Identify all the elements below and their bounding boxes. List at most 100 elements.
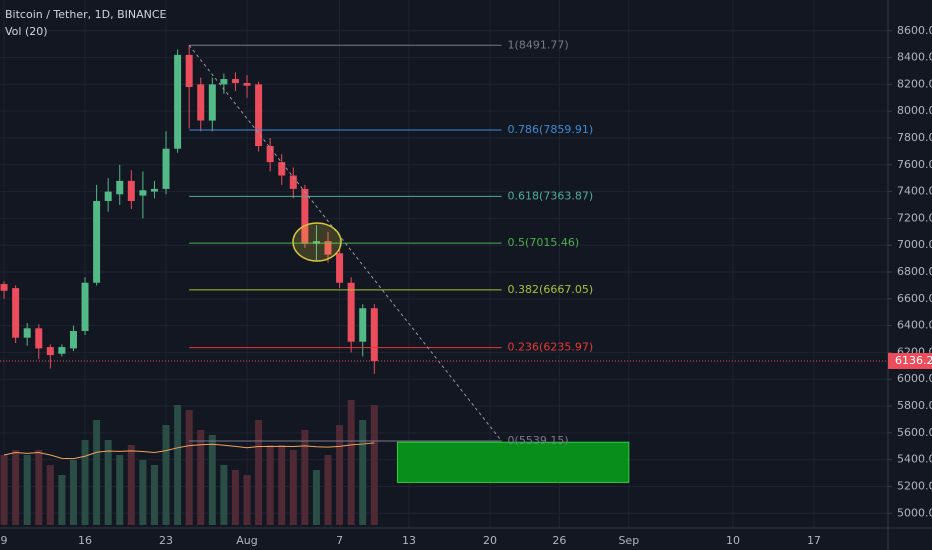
volume-bar [58,475,66,525]
candle-body [347,282,355,342]
volume-bar [139,460,147,525]
volume-legend: Vol (20) [5,25,48,38]
fib-trendline [188,44,502,442]
candle-body [197,84,205,121]
fib-label: 0.786(7859.91) [508,123,594,136]
candle-body [336,253,344,283]
candle-body [35,328,43,349]
x-tick-label: 10 [726,534,740,547]
volume-bar [46,465,54,525]
candle-body [278,162,286,176]
chart-title: Bitcoin / Tether, 1D, BINANCE [5,8,167,21]
volume-bar [127,445,135,525]
volume-bar [359,420,367,525]
y-tick-label: 6400.00 [897,319,932,332]
y-tick-label: 5600.00 [897,426,932,439]
volume-bar [370,405,378,525]
x-tick-label: 9 [1,534,8,547]
fib-label: 1(8491.77) [508,38,569,51]
y-tick-label: 8000.00 [897,104,932,117]
volume-bar [231,470,239,525]
y-tick-label: 8400.00 [897,51,932,64]
candle-body [301,188,309,244]
last-price-badge [888,352,932,369]
volume-bar [93,420,101,525]
candle-body [208,84,216,121]
candle-body [370,308,378,361]
candle-body [58,347,66,354]
x-tick-label: 13 [402,534,416,547]
y-tick-label: 5000.00 [897,506,932,519]
candle-body [139,190,147,196]
volume-bar [69,460,77,525]
fib-label: 0(5539.15) [508,434,569,447]
y-tick-label: 5800.00 [897,399,932,412]
volume-ma [3,442,375,460]
candle-body [162,148,170,189]
volume-bar [104,440,112,525]
candle-body [81,282,89,331]
volume-bar [289,450,297,525]
candle-body [289,175,297,189]
x-tick-label: 17 [807,534,821,547]
y-tick-label: 7800.00 [897,131,932,144]
y-tick-label: 7000.00 [897,238,932,251]
volume-bar [208,435,216,525]
volume-bar [243,475,251,525]
candle-body [174,54,182,149]
volume-bar [162,425,170,525]
volume-bar [255,420,263,525]
volume-bar [336,425,344,525]
x-tick-label: Aug [236,534,257,547]
volume-bar [23,455,31,525]
candle-body [46,347,54,356]
volume-bar [116,455,124,525]
target-zone [396,441,630,483]
candle-body [93,200,101,283]
candle-body [255,84,263,147]
candle-body [359,308,367,342]
fib-label: 0.5(7015.46) [508,236,580,249]
volume-bar [278,445,286,525]
candle-body [231,79,239,84]
volume-bar [185,410,193,525]
candle-body [243,83,251,86]
candle-body [69,330,77,349]
last-price-label: 6136.29 [895,354,932,367]
x-tick-label: 7 [336,534,343,547]
fib-label: 0.236(6235.97) [508,341,594,354]
x-tick-label: 23 [159,534,173,547]
candle-body [312,241,320,244]
y-tick-label: 7600.00 [897,158,932,171]
y-tick-label: 6000.00 [897,372,932,385]
y-tick-label: 7400.00 [897,185,932,198]
candle-body [266,146,274,163]
candle-body [116,180,124,195]
highlight-ellipse [292,222,342,262]
candle-body [150,188,158,192]
volume-bar [81,440,89,525]
fib-label: 0.382(6667.05) [508,283,594,296]
volume-bar [266,445,274,525]
y-tick-label: 5200.00 [897,479,932,492]
candle-body [127,180,135,201]
volume-bar [312,470,320,525]
x-tick-label: 16 [78,534,92,547]
candle-body [324,241,332,255]
y-tick-label: 5400.00 [897,453,932,466]
candle-body [220,79,228,85]
y-tick-label: 6600.00 [897,292,932,305]
volume-bar [35,450,43,525]
volume-bar [347,400,355,525]
volume-bar [150,465,158,525]
x-tick-label: 20 [483,534,497,547]
y-tick-label: 6800.00 [897,265,932,278]
candle-body [104,191,112,201]
volume-bar [12,450,20,525]
volume-bar [174,405,182,525]
volume-bar [220,465,228,525]
x-tick-label: 26 [552,534,566,547]
candle-body [23,328,31,338]
candle-body [12,288,20,338]
